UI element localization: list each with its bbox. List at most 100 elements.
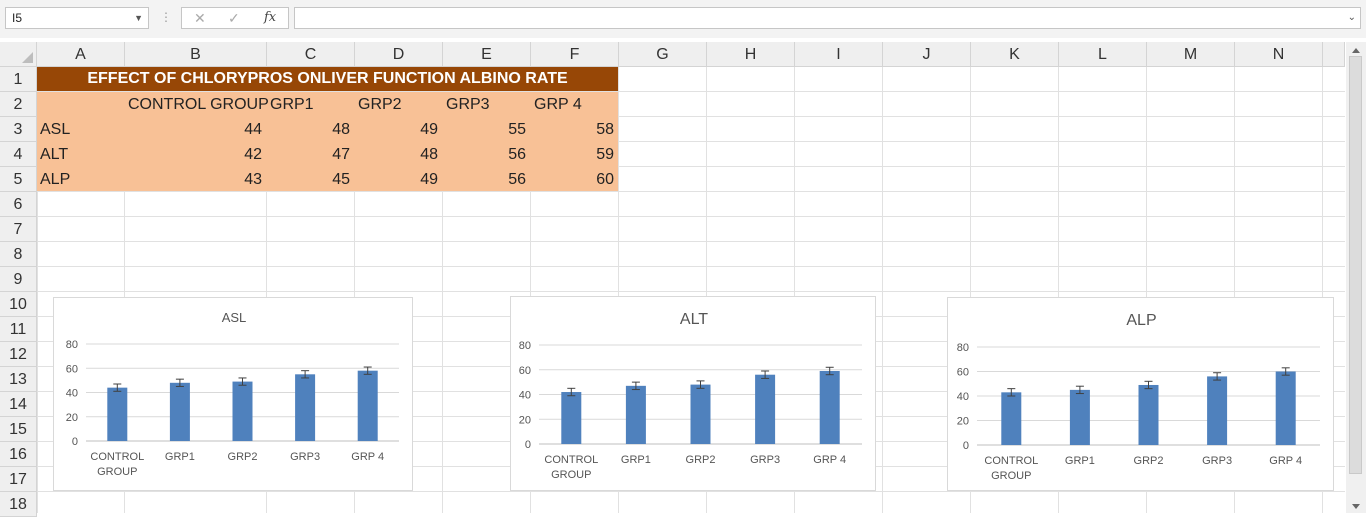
x-tick-label: GRP1 <box>1065 455 1095 467</box>
row-header-15[interactable]: 15 <box>0 417 37 442</box>
row-label-alp[interactable]: ALP <box>40 171 71 188</box>
cell-asl-grp4[interactable]: 58 <box>596 121 614 138</box>
cell-asl-control[interactable]: 44 <box>244 121 262 138</box>
x-tick-label: GRP3 <box>750 454 780 466</box>
bar <box>819 370 840 444</box>
x-tick-label: CONTROL <box>90 451 144 463</box>
row-header-9[interactable]: 9 <box>0 267 37 292</box>
cell-alp-grp2[interactable]: 49 <box>420 171 438 188</box>
cell-alt-grp2[interactable]: 48 <box>420 146 438 163</box>
header-grp1[interactable]: GRP1 <box>270 96 314 113</box>
x-tick-label: GRP3 <box>1202 455 1232 467</box>
row-label-alt[interactable]: ALT <box>40 146 69 163</box>
insert-function-icon[interactable]: fx <box>264 10 277 25</box>
column-header-e[interactable]: E <box>443 42 531 67</box>
y-tick-label: 20 <box>957 416 969 428</box>
scroll-up-icon[interactable] <box>1352 48 1360 53</box>
row-header-17[interactable]: 17 <box>0 467 37 492</box>
y-tick-label: 80 <box>957 342 969 354</box>
column-header-h[interactable]: H <box>707 42 795 67</box>
bar <box>107 387 128 441</box>
formula-input[interactable]: ⌄ <box>294 7 1361 29</box>
header-control-group[interactable]: CONTROL GROUP <box>128 96 269 113</box>
x-tick-label: GRP 4 <box>1269 455 1302 467</box>
column-header-n[interactable]: N <box>1235 42 1323 67</box>
cell-asl-grp2[interactable]: 49 <box>420 121 438 138</box>
row-header-5[interactable]: 5 <box>0 167 37 192</box>
row-header-16[interactable]: 16 <box>0 442 37 467</box>
column-header-partial[interactable] <box>1323 42 1345 67</box>
chart-alp[interactable]: ALP 0 20 40 60 80 CONTROL GROUP GRP1 GRP2 GRP3 GRP … <box>947 297 1334 491</box>
column-header-b[interactable]: B <box>125 42 267 67</box>
name-box[interactable]: I5 ▼ <box>5 7 149 29</box>
x-tick-label: GRP1 <box>165 451 195 463</box>
column-gridline <box>530 67 531 513</box>
cell-alt-grp1[interactable]: 47 <box>332 146 350 163</box>
cell-asl-grp3[interactable]: 55 <box>508 121 526 138</box>
column-gridline <box>1234 67 1235 513</box>
cancel-icon[interactable]: ✕ <box>194 10 206 26</box>
cell-alt-grp3[interactable]: 56 <box>508 146 526 163</box>
cell-alp-grp3[interactable]: 56 <box>508 171 526 188</box>
x-tick-label: GRP3 <box>290 451 320 463</box>
column-header-m[interactable]: M <box>1147 42 1235 67</box>
cell-asl-grp1[interactable]: 48 <box>332 121 350 138</box>
column-header-f[interactable]: F <box>531 42 619 67</box>
row-header-14[interactable]: 14 <box>0 392 37 417</box>
column-gridline <box>618 67 619 513</box>
y-tick-label: 60 <box>66 363 78 375</box>
column-header-d[interactable]: D <box>355 42 443 67</box>
row-header-4[interactable]: 4 <box>0 142 37 167</box>
cell-alp-grp1[interactable]: 45 <box>332 171 350 188</box>
bar <box>169 382 190 441</box>
formula-bar: I5 ▼ ⋮ ✕ ✓ fx ⌄ <box>0 0 1366 38</box>
row-header-6[interactable]: 6 <box>0 192 37 217</box>
row-header-3[interactable]: 3 <box>0 117 37 142</box>
cell-alt-grp4[interactable]: 59 <box>596 146 614 163</box>
column-header-l[interactable]: L <box>1059 42 1147 67</box>
row-header-2[interactable]: 2 <box>0 92 37 117</box>
x-tick-label: GRP1 <box>621 454 651 466</box>
sheet-title[interactable]: EFFECT OF CHLORYPROS ONLIVER FUNCTION AL… <box>37 67 618 91</box>
x-tick-label: GRP 4 <box>351 451 384 463</box>
scroll-thumb[interactable] <box>1349 56 1362 474</box>
chart-svg: ALT 0 20 40 60 80 CONTROL GROUP GRP1 GRP2 GRP3 GRP … <box>519 311 862 481</box>
row-header-11[interactable]: 11 <box>0 317 37 342</box>
row-header-12[interactable]: 12 <box>0 342 37 367</box>
row-header-10[interactable]: 10 <box>0 292 37 317</box>
column-header-k[interactable]: K <box>971 42 1059 67</box>
column-header-j[interactable]: J <box>883 42 971 67</box>
column-header-i[interactable]: I <box>795 42 883 67</box>
expand-formula-icon[interactable]: ⌄ <box>1347 12 1356 23</box>
row-header-8[interactable]: 8 <box>0 242 37 267</box>
chart-alt[interactable]: ALT 0 20 40 60 80 CONTROL GROUP GRP1 GRP2 GRP3 GRP … <box>510 296 876 491</box>
row-header-13[interactable]: 13 <box>0 367 37 392</box>
column-header-g[interactable]: G <box>619 42 707 67</box>
cell-alp-grp4[interactable]: 60 <box>596 171 614 188</box>
vertical-scrollbar[interactable] <box>1346 42 1366 513</box>
chart-asl[interactable]: ASL 0 20 40 60 80 CONTROL GROUP GRP1 GRP2 GRP3 GRP … <box>53 297 413 491</box>
bar <box>1275 371 1296 445</box>
header-grp3[interactable]: GRP3 <box>446 96 490 113</box>
column-header-a[interactable]: A <box>37 42 125 67</box>
row-label-asl[interactable]: ASL <box>40 121 71 138</box>
row-header-1[interactable]: 1 <box>0 67 37 92</box>
select-all-button[interactable] <box>0 42 37 67</box>
chevron-down-icon[interactable]: ▼ <box>134 13 143 23</box>
chart-svg: ALP 0 20 40 60 80 CONTROL GROUP GRP1 GRP2 GRP3 GRP … <box>957 312 1320 482</box>
scroll-down-icon[interactable] <box>1352 504 1360 509</box>
y-tick-label: 60 <box>519 365 531 377</box>
column-gridline <box>1146 67 1147 513</box>
header-grp4[interactable]: GRP 4 <box>534 96 582 113</box>
column-gridline <box>354 67 355 513</box>
cell-alp-control[interactable]: 43 <box>244 171 262 188</box>
header-grp2[interactable]: GRP2 <box>358 96 402 113</box>
column-header-c[interactable]: C <box>267 42 355 67</box>
enter-icon[interactable]: ✓ <box>228 10 240 26</box>
cell-alt-control[interactable]: 42 <box>244 146 262 163</box>
more-options-icon[interactable]: ⋮ <box>160 10 172 24</box>
row-header-18[interactable]: 18 <box>0 492 37 517</box>
column-gridline <box>442 67 443 513</box>
row-header-7[interactable]: 7 <box>0 217 37 242</box>
chart-title: ALP <box>1126 312 1156 329</box>
